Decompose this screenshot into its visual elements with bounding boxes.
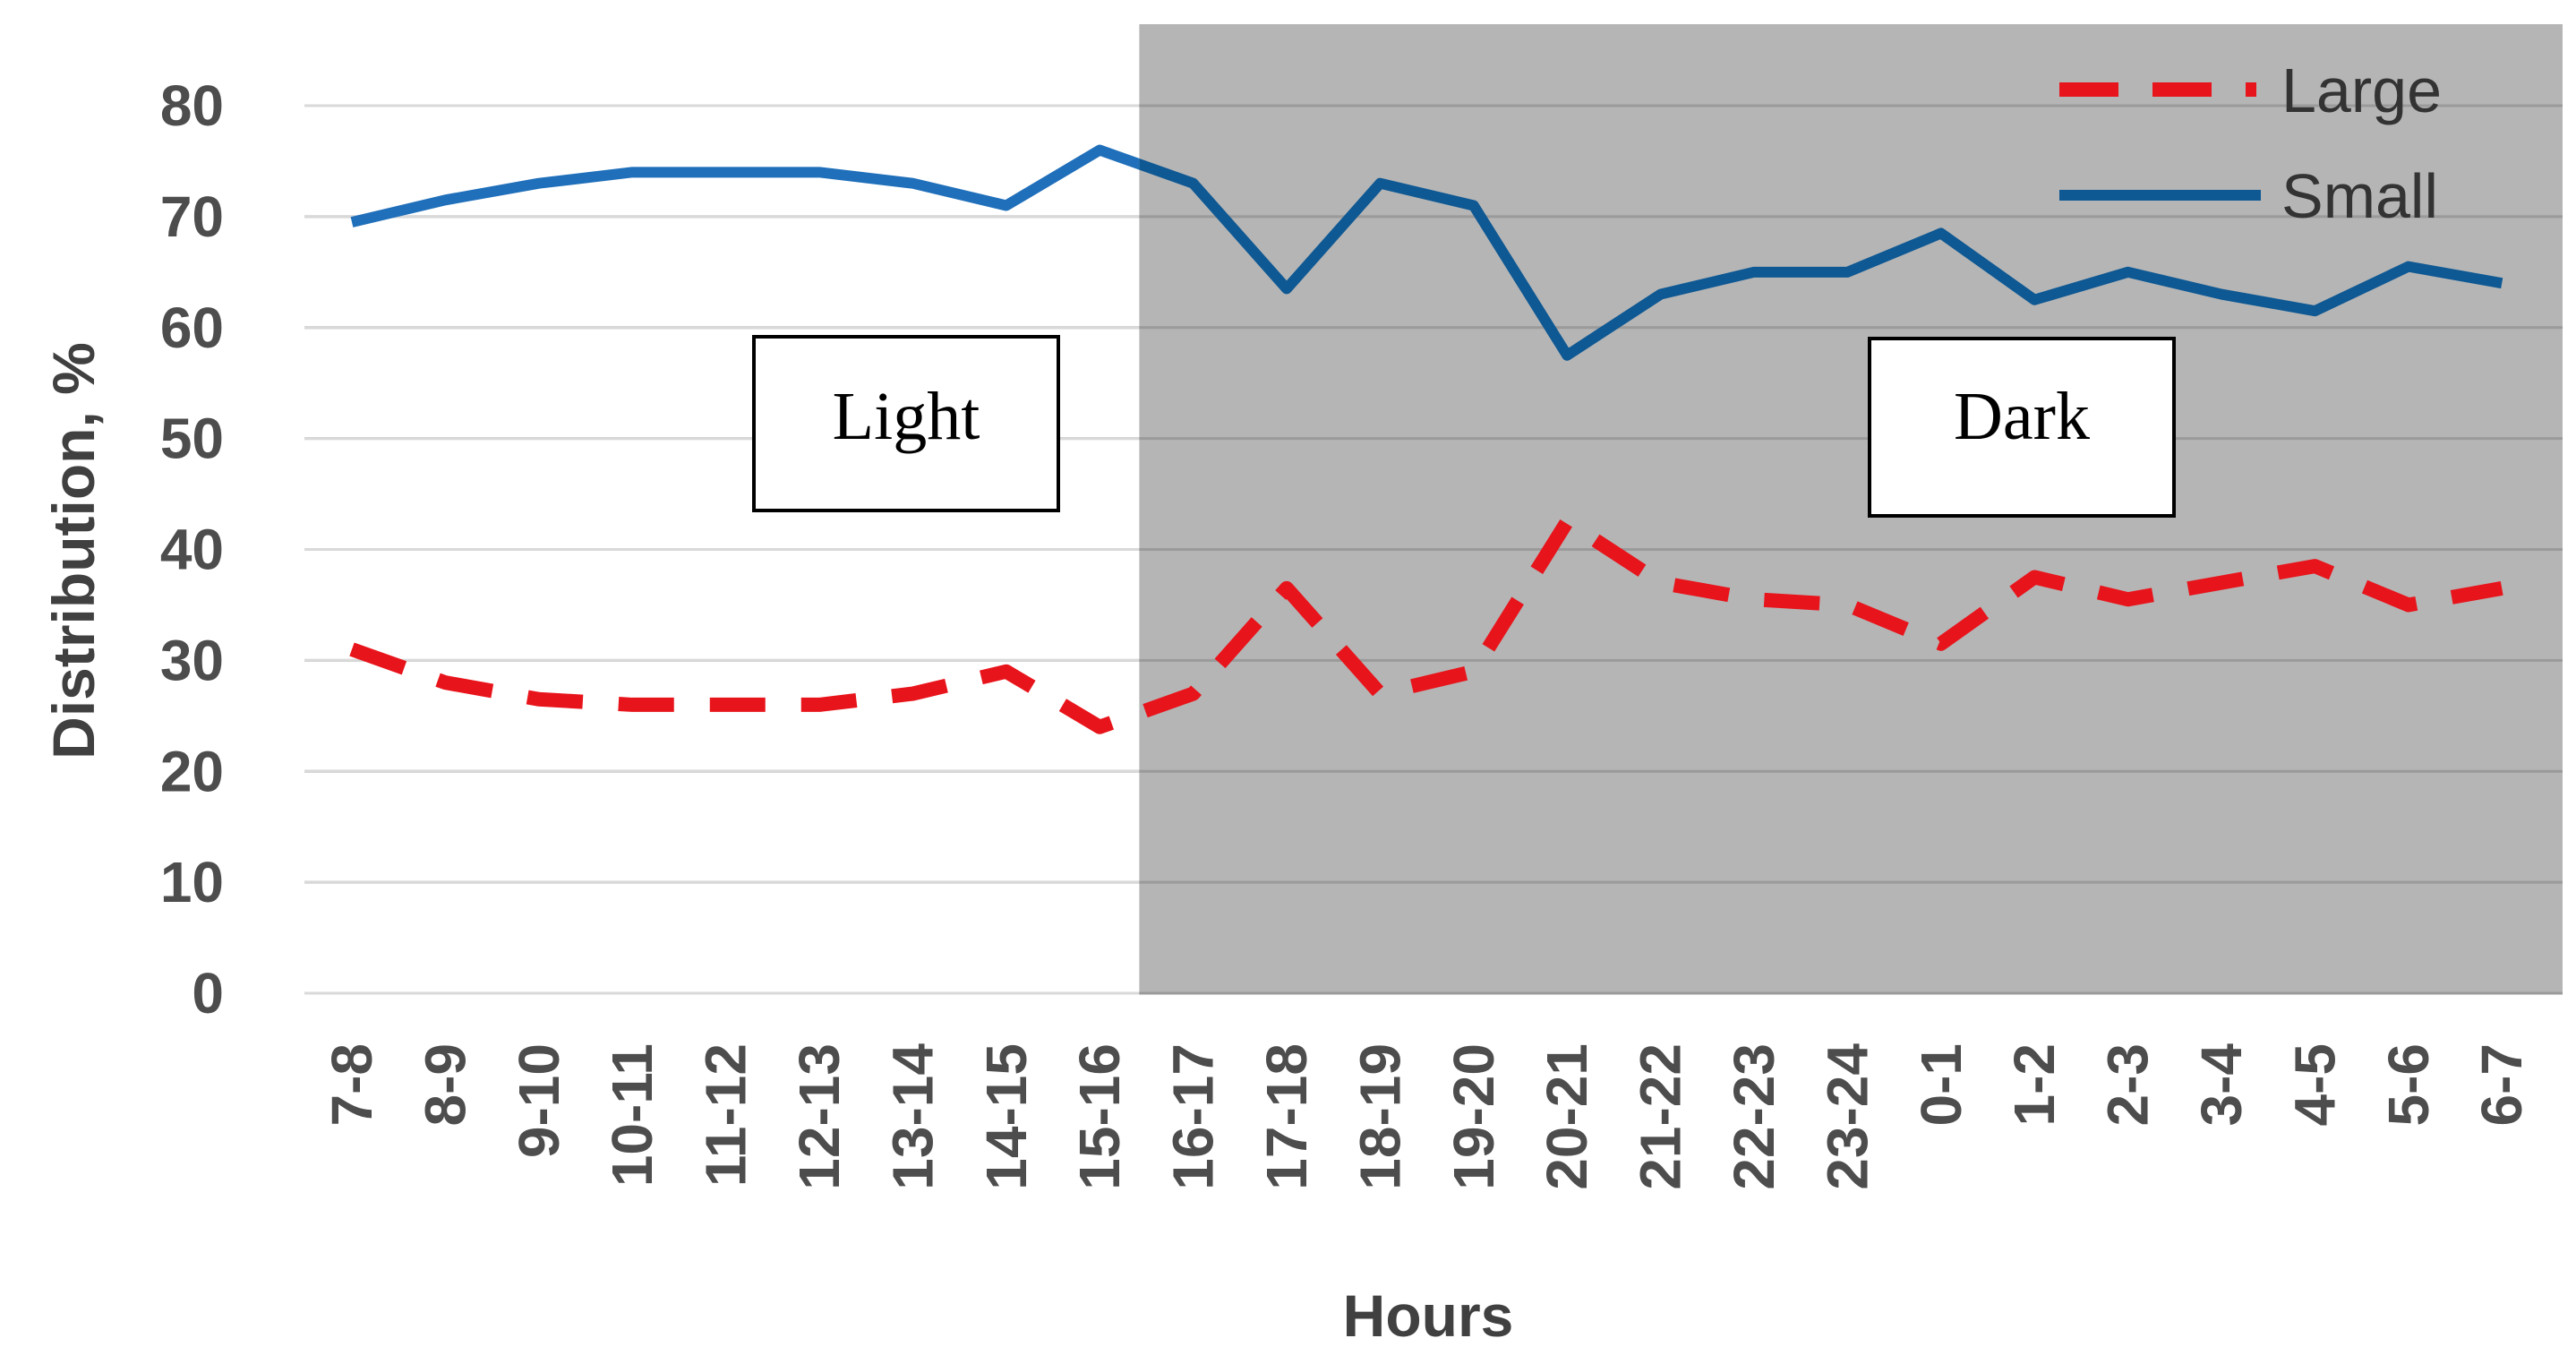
x-tick-label: 3-4 bbox=[2189, 1043, 2254, 1127]
y-tick-label: 70 bbox=[160, 184, 224, 249]
y-axis-title: Distribution, % bbox=[40, 342, 107, 759]
series-line-small-light bbox=[350, 144, 1140, 227]
x-tick-label: 12-13 bbox=[787, 1043, 852, 1190]
gridlines bbox=[304, 104, 2563, 995]
y-tick-label: 20 bbox=[160, 739, 224, 803]
x-tick-label: 7-8 bbox=[320, 1043, 384, 1127]
series-lines bbox=[349, 144, 2503, 734]
x-tick-label: 11-12 bbox=[694, 1043, 758, 1187]
legend-large-label: Large bbox=[2281, 56, 2442, 125]
y-tick-label: 80 bbox=[160, 73, 224, 138]
series-line-small-dark bbox=[1139, 158, 2503, 361]
x-tick-label: 14-15 bbox=[974, 1043, 1039, 1190]
x-axis-title: Hours bbox=[1343, 1283, 1514, 1349]
y-tick-label: 40 bbox=[160, 518, 224, 582]
x-tick-label: 15-16 bbox=[1067, 1043, 1132, 1190]
x-tick-label: 10-11 bbox=[600, 1043, 664, 1187]
x-tick-label: 0-1 bbox=[1909, 1043, 1973, 1127]
y-tick-label: 10 bbox=[160, 850, 224, 914]
legend: Large Small bbox=[2059, 56, 2442, 231]
y-tick-label: 30 bbox=[160, 628, 224, 692]
series-line-large bbox=[349, 514, 2503, 734]
x-tick-label: 13-14 bbox=[880, 1043, 945, 1190]
legend-small-label: Small bbox=[2281, 161, 2438, 231]
x-tick-label: 16-17 bbox=[1161, 1043, 1226, 1190]
x-tick-label: 22-23 bbox=[1722, 1043, 1786, 1190]
x-tick-label: 8-9 bbox=[413, 1043, 477, 1127]
x-tick-label: 19-20 bbox=[1442, 1043, 1506, 1190]
light-annotation-box: Light bbox=[752, 335, 1060, 512]
y-tick-label: 0 bbox=[192, 961, 224, 1025]
x-tick-label: 21-22 bbox=[1629, 1043, 1693, 1190]
x-tick-label: 20-21 bbox=[1535, 1043, 1599, 1190]
y-tick-label: 50 bbox=[160, 407, 224, 471]
y-tick-label: 60 bbox=[160, 296, 224, 360]
x-tick-label: 6-7 bbox=[2469, 1043, 2534, 1127]
x-axis-tick-labels: 7-8 8-9 9-10 10-11 11-12 12-13 13-14 14-15 15-16… bbox=[320, 1043, 2534, 1190]
light-annotation-text: Light bbox=[833, 379, 980, 454]
x-tick-label: 5-6 bbox=[2376, 1043, 2441, 1127]
x-tick-label: 4-5 bbox=[2282, 1043, 2347, 1127]
x-tick-label: 17-18 bbox=[1254, 1043, 1319, 1190]
x-tick-label: 9-10 bbox=[507, 1043, 571, 1158]
dark-annotation-text: Dark bbox=[1954, 379, 2090, 454]
x-tick-label: 2-3 bbox=[2096, 1043, 2161, 1127]
x-tick-label: 1-2 bbox=[2002, 1043, 2067, 1127]
x-tick-label: 18-19 bbox=[1348, 1043, 1412, 1190]
y-axis-tick-labels: 0 10 20 30 40 50 60 70 80 bbox=[160, 73, 224, 1025]
dark-annotation-box: Dark bbox=[1868, 337, 2176, 518]
x-tick-label: 23-24 bbox=[1815, 1043, 1879, 1190]
